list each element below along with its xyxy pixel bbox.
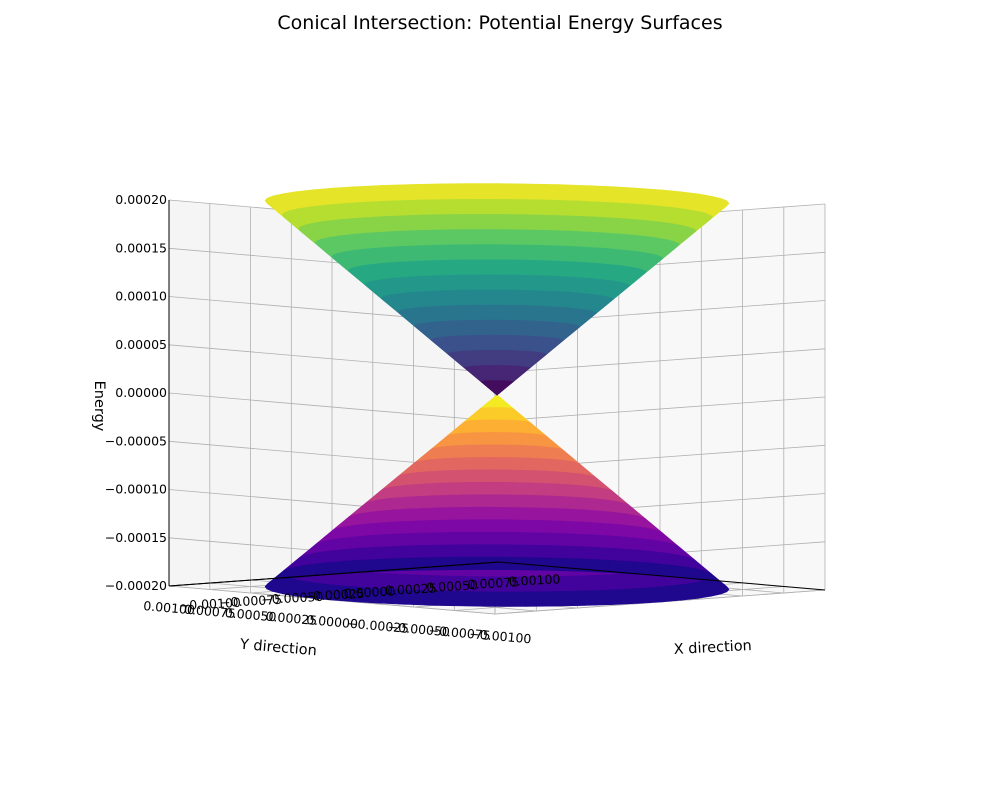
lower-surface-facet bbox=[497, 519, 523, 533]
axis-lines bbox=[168, 200, 826, 591]
x-tick-label: −0.00025 bbox=[302, 586, 365, 604]
upper-surface-facet bbox=[471, 213, 499, 230]
y-tick-label: −0.00100 bbox=[469, 626, 532, 646]
lower-surface-facet bbox=[478, 494, 499, 508]
upper-surface-facet bbox=[450, 228, 477, 245]
z-tick-label: 0.00000 bbox=[115, 385, 167, 400]
upper-surface-facet bbox=[519, 228, 546, 246]
upper-surface-facet bbox=[497, 258, 518, 275]
y-tick-label: −0.00025 bbox=[347, 616, 410, 636]
upper-surface-facet bbox=[497, 228, 523, 245]
upper-surface-facet bbox=[521, 213, 550, 231]
upper-surface-facet bbox=[409, 183, 443, 200]
lower-surface-facet bbox=[497, 444, 509, 458]
upper-surface-facet bbox=[480, 273, 499, 290]
front-edge bbox=[168, 561, 500, 587]
lower-surface-facet bbox=[469, 544, 499, 558]
y-tick-label: 0.00000 bbox=[306, 612, 359, 631]
lower-surface-facet bbox=[497, 457, 511, 471]
z-axis-label: Energy bbox=[91, 381, 107, 432]
x-tick-label: 0.00075 bbox=[467, 574, 519, 592]
lower-surface-facet bbox=[497, 469, 514, 483]
gridline-z bbox=[168, 585, 826, 615]
x-tick-label: 0.00050 bbox=[426, 577, 478, 595]
lower-surface-facet bbox=[521, 532, 551, 546]
upper-surface-facet bbox=[497, 183, 530, 200]
lower-surface-facet bbox=[446, 531, 475, 546]
upper-surface-facet bbox=[442, 198, 473, 215]
y-tick-label: 0.00100 bbox=[143, 598, 196, 617]
y-tick-label: 0.00075 bbox=[184, 602, 237, 621]
upper-surface-facet bbox=[526, 183, 559, 200]
chart-title: Conical Intersection: Potential Energy S… bbox=[277, 12, 722, 34]
tick-labels: −0.00020−0.00015−0.00010−0.000050.000000… bbox=[105, 192, 561, 646]
x-axis-line bbox=[498, 561, 826, 591]
x-tick-label: −0.00050 bbox=[261, 589, 324, 607]
lower-surface-facet bbox=[497, 494, 518, 508]
upper-surface-facet bbox=[497, 304, 511, 320]
upper-surface-facet bbox=[497, 213, 525, 230]
upper-surface-facet bbox=[497, 273, 516, 290]
upper-surface-facet bbox=[478, 258, 499, 275]
lower-surface-facet bbox=[473, 519, 499, 533]
upper-surface-facet bbox=[473, 228, 499, 245]
upper-surface-facet bbox=[467, 183, 499, 199]
lower-surface-facet bbox=[454, 506, 479, 521]
x-tick-label: −0.00100 bbox=[178, 595, 241, 613]
x-tick-label: 0.00000 bbox=[343, 583, 395, 601]
lower-surface-facet bbox=[471, 531, 499, 546]
lower-surface-facet bbox=[495, 590, 527, 607]
lower-surface-facet bbox=[497, 544, 527, 558]
lower-surface-facet bbox=[464, 590, 497, 607]
lower-surface-facet bbox=[442, 544, 473, 558]
lower-surface-facet bbox=[450, 519, 477, 533]
x-axis-label: X direction bbox=[673, 638, 752, 658]
upper-surface-facet bbox=[469, 198, 499, 215]
upper-surface-facet bbox=[497, 243, 520, 260]
lower-surface-facet bbox=[519, 519, 546, 534]
upper-surface-facet bbox=[497, 198, 527, 215]
upper-surface-facet bbox=[517, 243, 542, 261]
lower-surface-facet bbox=[482, 469, 499, 483]
z-tick-label: −0.00010 bbox=[105, 482, 167, 497]
lower-surface-facet bbox=[526, 557, 559, 571]
x-tick-label: −0.00075 bbox=[220, 592, 283, 610]
lower-surface-facet bbox=[523, 544, 555, 559]
z-tick-label: −0.00020 bbox=[105, 578, 167, 593]
y-tick-label: 0.00050 bbox=[224, 605, 277, 624]
upper-surface-facet bbox=[497, 288, 514, 305]
lower-surface-facet bbox=[437, 556, 471, 571]
lower-surface-facet bbox=[480, 481, 499, 496]
z-tick-label: 0.00020 bbox=[115, 192, 167, 207]
upper-surface-facet bbox=[497, 319, 509, 336]
lower-surface-facet bbox=[476, 506, 499, 521]
z-tick-label: 0.00010 bbox=[115, 289, 167, 304]
z-tick-label: 0.00015 bbox=[115, 240, 167, 255]
lower-surface-facet bbox=[497, 481, 516, 496]
x-tick-label: 0.00025 bbox=[385, 580, 437, 598]
upper-surface-facet bbox=[454, 243, 479, 260]
lower-surface-facet bbox=[497, 506, 520, 521]
z-tick-label: 0.00005 bbox=[115, 337, 167, 352]
z-tick-label: −0.00015 bbox=[105, 530, 167, 545]
x-tick-label: 0.00100 bbox=[508, 571, 560, 589]
upper-surface-facet bbox=[446, 213, 475, 230]
surfaces bbox=[264, 183, 730, 607]
y-tick-label: −0.00050 bbox=[387, 619, 450, 639]
upper-surface-facet bbox=[476, 243, 499, 260]
upper-surface-facet bbox=[437, 183, 471, 200]
lower-surface-facet bbox=[497, 531, 525, 546]
y-axis-label: Y direction bbox=[238, 637, 317, 660]
upper-surface-facet bbox=[523, 198, 555, 216]
lower-surface-facet bbox=[523, 590, 557, 607]
y-tick-label: −0.00075 bbox=[428, 623, 491, 643]
upper-surface-facet bbox=[482, 288, 499, 305]
y-tick-label: 0.00025 bbox=[265, 609, 318, 628]
z-tick-label: −0.00005 bbox=[105, 433, 167, 448]
